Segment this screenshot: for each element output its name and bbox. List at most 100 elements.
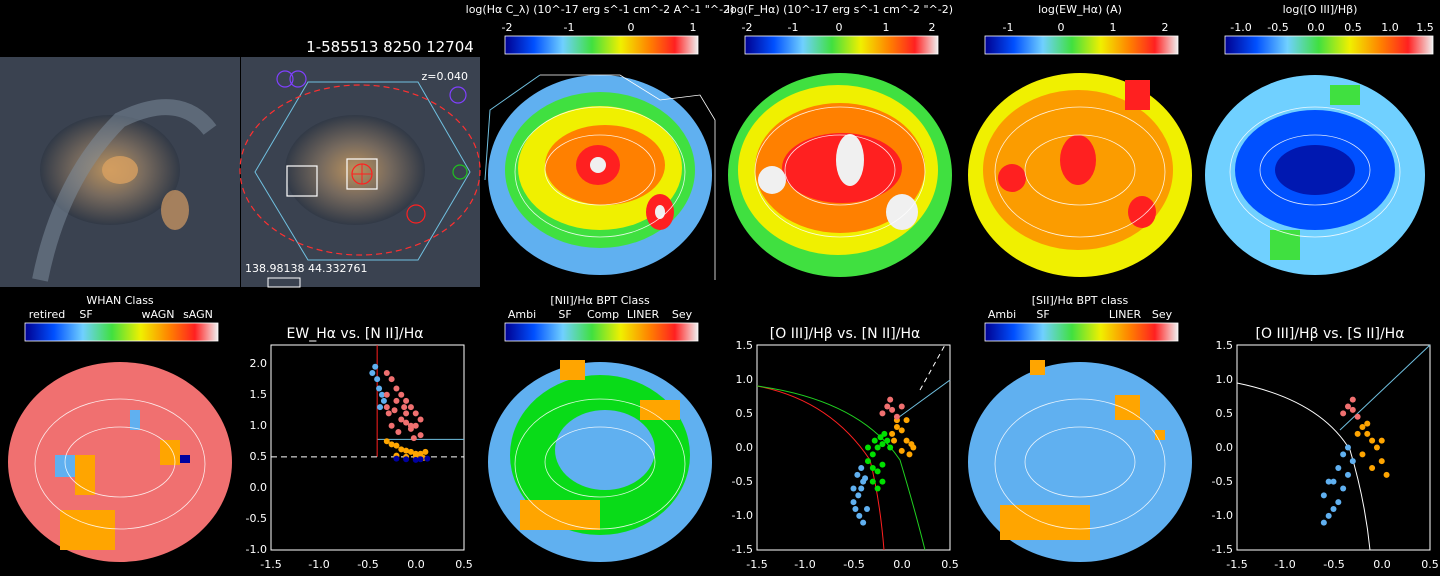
x-tick-label: 0.5 [941, 558, 959, 571]
chart-title: EW_Hα vs. [N II]/Hα [287, 326, 424, 342]
redshift-label: z=0.040 [422, 70, 468, 83]
scatter-point-comp [874, 468, 881, 475]
svg-text:Sey: Sey [1152, 308, 1173, 321]
scatter-point-comp [877, 434, 884, 441]
halpha-flux-map [720, 57, 959, 287]
scatter-point-sf [1320, 492, 1327, 499]
scatter-point-sey [884, 403, 891, 410]
colorbar-title: log(F_Hα) (10^-17 erg s^-1 cm^-2 "^-2) [727, 3, 953, 16]
scatter-point-sey [398, 416, 405, 423]
chart-ew-vs-nii: EW_Hα vs. [N II]/Hα -1.5 -1.0 -0.5 0.0 0… [246, 326, 473, 571]
chart-oiii-vs-sii: [O III]/Hβ vs. [S II]/Hα -1.5 -1.0 -0.5 … [1212, 326, 1439, 571]
y-tick-label: 1.5 [1216, 339, 1234, 352]
x-tick-label: -1.0 [1274, 558, 1295, 571]
scatter-point-liner [1369, 465, 1376, 471]
svg-text:0: 0 [628, 21, 635, 34]
x-tick-labels: -1.5 -1.0 -0.5 0.0 0.5 [746, 558, 958, 571]
colorbar-title: [SII]/Hα BPT class [1032, 294, 1129, 307]
scatter-point-sey [889, 406, 896, 413]
scatter-point-liner [398, 446, 405, 453]
bottom-row: WHAN Class retired SF wAGN sAGN EW_Hα vs… [0, 294, 1439, 576]
scatter-point-sf [850, 485, 857, 492]
ew-halpha-map [960, 57, 1198, 287]
svg-text:sAGN: sAGN [183, 308, 213, 321]
svg-text:LINER: LINER [627, 308, 660, 321]
scatter-point-sey [393, 385, 400, 392]
scatter-point-sey [1340, 410, 1347, 417]
scatter-point-liner [383, 438, 390, 445]
scatter-point-sey [1349, 396, 1356, 403]
sdss-image-panel [0, 57, 240, 287]
svg-text:-1: -1 [1003, 21, 1014, 34]
oiii-hbeta-map [1199, 57, 1440, 287]
scatter-point-sey [879, 410, 886, 417]
scatter-point-liner [1354, 430, 1361, 437]
scatter-point-sey [893, 413, 900, 420]
y-tick-label: 0.0 [1216, 441, 1234, 454]
y-tick-label: 0.5 [736, 407, 754, 420]
y-tick-label: -1.0 [732, 509, 753, 522]
scatter-point-liner [910, 444, 917, 451]
scatter-point-sf [374, 376, 381, 383]
scatter-point-sey [383, 404, 390, 411]
y-tick-label: -0.5 [732, 475, 753, 488]
scatter-point-liner [1359, 424, 1366, 430]
svg-text:-0.5: -0.5 [1267, 21, 1288, 34]
scatter-point-liner [889, 430, 896, 437]
scatter-point-liner [1369, 437, 1376, 444]
scatter-point-liner [903, 417, 910, 424]
scatter-point-sf [860, 519, 867, 526]
sii-bpt-class-map [960, 345, 1198, 576]
scatter-point-sey [383, 391, 390, 398]
y-tick-label: -0.5 [1212, 475, 1233, 488]
svg-text:0.0: 0.0 [1307, 21, 1325, 34]
scatter-point-sey [388, 376, 395, 383]
chart-marks [1320, 396, 1390, 526]
y-tick-label: 0.0 [250, 481, 268, 494]
scatter-point-sey [383, 369, 390, 376]
x-tick-label: 0.0 [893, 558, 911, 571]
scatter-point-liner [898, 427, 905, 434]
scatter-point-sf [1335, 465, 1342, 471]
x-tick-labels: -1.5 -1.0 -0.5 0.0 0.5 [1226, 558, 1438, 571]
y-tick-label: -1.5 [732, 543, 753, 556]
colorbar-title: WHAN Class [86, 294, 154, 307]
svg-text:-2: -2 [502, 21, 513, 34]
seyfert-liner-line [1339, 344, 1431, 431]
svg-text:0: 0 [836, 21, 843, 34]
x-tick-label: -1.5 [260, 558, 281, 571]
scatter-point-liner [903, 437, 910, 444]
ellipse-aperture [239, 84, 481, 256]
chart-title: [O III]/Hβ vs. [N II]/Hα [770, 326, 920, 342]
scatter-point-sf [858, 465, 865, 471]
x-tick-label: 0.0 [1373, 558, 1391, 571]
scatter-point-comp [887, 444, 894, 451]
scatter-point-sey [1354, 413, 1361, 420]
colorbar-ew-halpha: log(EW_Hα) (A) -1 0 1 2 [984, 3, 1179, 55]
y-tick-label: 0.5 [250, 450, 268, 463]
scatter-point-sf [1344, 444, 1351, 451]
sdss-annotated-panel: z=0.040 138.98138 44.332761 [239, 57, 481, 288]
kauffmann-curve [756, 385, 885, 551]
svg-text:1: 1 [883, 21, 890, 34]
scatter-point-sf [858, 485, 865, 492]
scatter-point-sf [1335, 499, 1342, 506]
colorbar-sii-bpt: [SII]/Hα BPT class Ambi SF LINER Sey [984, 294, 1179, 342]
scatter-point-sf [855, 492, 862, 499]
x-tick-label: -1.5 [1226, 558, 1247, 571]
scatter-point-sey [412, 422, 419, 429]
y-tick-label: -0.5 [246, 512, 267, 525]
x-tick-label: 0.5 [455, 558, 473, 571]
scatter-point-liner [1364, 420, 1371, 427]
scatter-point-comp [879, 441, 886, 448]
svg-text:-1.0: -1.0 [1230, 21, 1251, 34]
scatter-point-sey [385, 410, 392, 417]
object-id-label: 1-585513 8250 12704 [306, 38, 474, 56]
scatter-point-comp [871, 437, 878, 444]
y-tick-labels: -1.5 -1.0 -0.5 0.0 0.5 1.0 1.5 [732, 339, 753, 556]
scatter-point-sf [1325, 512, 1332, 519]
svg-text:Sey: Sey [672, 308, 693, 321]
svg-text:retired: retired [29, 308, 65, 321]
scatter-point-comp [874, 485, 881, 492]
scatter-point-ambi [393, 455, 400, 462]
